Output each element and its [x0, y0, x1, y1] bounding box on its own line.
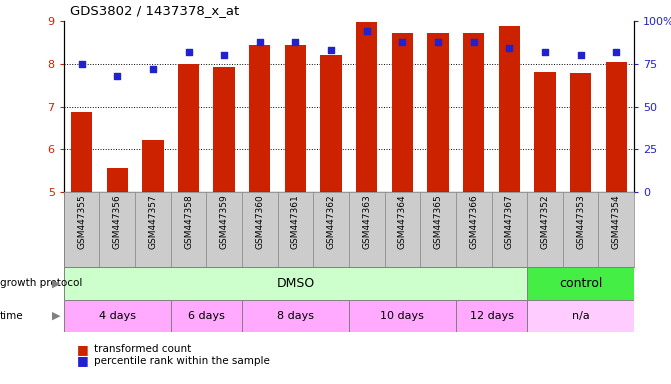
Bar [71, 112, 92, 192]
Text: GSM447366: GSM447366 [469, 194, 478, 249]
Bar [349, 300, 456, 332]
Bar [392, 33, 413, 192]
Text: GSM447361: GSM447361 [291, 194, 300, 249]
Bar [527, 267, 634, 300]
Bar [570, 73, 591, 192]
Bar [242, 300, 349, 332]
Bar [605, 62, 627, 192]
Text: time: time [0, 311, 23, 321]
Text: GSM447363: GSM447363 [362, 194, 371, 249]
Bar [64, 267, 527, 300]
Text: GSM447364: GSM447364 [398, 194, 407, 249]
Bar [213, 67, 235, 192]
Point [575, 52, 586, 58]
Text: GSM447360: GSM447360 [255, 194, 264, 249]
Text: GSM447356: GSM447356 [113, 194, 121, 249]
Bar [142, 140, 164, 192]
Text: transformed count: transformed count [94, 344, 191, 354]
Point [611, 49, 621, 55]
Text: ■: ■ [77, 354, 93, 367]
Point [183, 49, 194, 55]
Text: GSM447353: GSM447353 [576, 194, 585, 249]
Text: GSM447358: GSM447358 [184, 194, 193, 249]
Text: GSM447355: GSM447355 [77, 194, 86, 249]
Text: GSM447357: GSM447357 [148, 194, 158, 249]
Text: GSM447354: GSM447354 [612, 194, 621, 249]
Point [433, 38, 444, 45]
Bar [427, 33, 449, 192]
Text: GDS3802 / 1437378_x_at: GDS3802 / 1437378_x_at [70, 4, 240, 17]
Text: GSM447359: GSM447359 [219, 194, 229, 249]
Bar [527, 300, 634, 332]
Point [397, 38, 408, 45]
Point [148, 66, 158, 72]
Text: 10 days: 10 days [380, 311, 424, 321]
Bar [64, 300, 170, 332]
Point [325, 47, 336, 53]
Bar [178, 64, 199, 192]
Bar [170, 300, 242, 332]
Bar [534, 71, 556, 192]
Text: GSM447352: GSM447352 [540, 194, 550, 249]
Text: DMSO: DMSO [276, 277, 315, 290]
Bar [107, 168, 128, 192]
Point [468, 38, 479, 45]
Text: ▶: ▶ [52, 311, 60, 321]
Text: ▶: ▶ [52, 278, 60, 288]
Bar [499, 26, 520, 192]
Bar [320, 55, 342, 192]
Bar [285, 45, 306, 192]
Text: 12 days: 12 days [470, 311, 513, 321]
Point [76, 61, 87, 67]
Text: GSM447365: GSM447365 [433, 194, 443, 249]
Text: GSM447367: GSM447367 [505, 194, 514, 249]
Point [504, 45, 515, 51]
Text: ■: ■ [77, 343, 93, 356]
Text: n/a: n/a [572, 311, 590, 321]
Text: 4 days: 4 days [99, 311, 136, 321]
Text: percentile rank within the sample: percentile rank within the sample [94, 356, 270, 366]
Text: 8 days: 8 days [277, 311, 314, 321]
Point [219, 52, 229, 58]
Text: control: control [559, 277, 603, 290]
Text: GSM447362: GSM447362 [327, 194, 336, 249]
Text: 6 days: 6 days [188, 311, 225, 321]
Point [290, 38, 301, 45]
Bar [356, 22, 377, 192]
Text: growth protocol: growth protocol [0, 278, 83, 288]
Bar [456, 300, 527, 332]
Bar [249, 45, 270, 192]
Point [254, 38, 265, 45]
Bar [463, 33, 484, 192]
Point [112, 73, 123, 79]
Point [539, 49, 550, 55]
Point [362, 28, 372, 35]
